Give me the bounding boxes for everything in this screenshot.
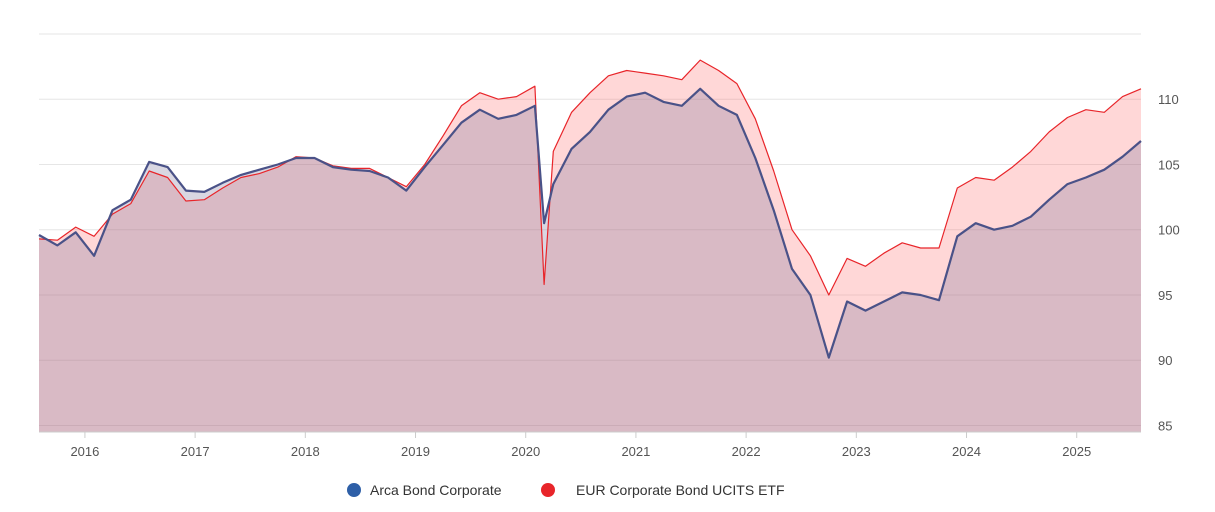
legend-marker-etf	[541, 483, 555, 497]
x-tick-label-2017: 2017	[181, 444, 210, 459]
legend: Arca Bond Corporate EUR Corporate Bond U…	[347, 482, 785, 498]
legend-item-eur-corporate-bond[interactable]: EUR Corporate Bond UCITS ETF	[541, 482, 785, 498]
x-tick-label-2022: 2022	[732, 444, 761, 459]
x-tick-label-2020: 2020	[511, 444, 540, 459]
area-series-0	[39, 88, 1141, 433]
axes: 85 90 95 100 105 110 2016 2017 2018 2019 2020 2021 2…	[39, 92, 1180, 459]
series-areas	[39, 60, 1141, 433]
x-tick-label-2025: 2025	[1062, 444, 1091, 459]
x-tick-label-2021: 2021	[621, 444, 650, 459]
legend-label-etf: EUR Corporate Bond UCITS ETF	[576, 482, 785, 498]
x-tick-label-2016: 2016	[70, 444, 99, 459]
x-tick-label-2019: 2019	[401, 444, 430, 459]
line-series-1[interactable]	[38, 59, 1142, 296]
y-tick-label-85: 85	[1158, 418, 1172, 433]
x-tick-label-2024: 2024	[952, 444, 981, 459]
y-tick-label-100: 100	[1158, 223, 1180, 238]
y-tick-label-90: 90	[1158, 353, 1172, 368]
grid-layer	[39, 33, 1141, 426]
legend-label-arca: Arca Bond Corporate	[370, 482, 502, 498]
legend-item-arca-bond-corporate[interactable]: Arca Bond Corporate	[347, 482, 502, 498]
x-tick-label-2018: 2018	[291, 444, 320, 459]
x-tick-label-2023: 2023	[842, 444, 871, 459]
series-lines	[38, 59, 1142, 359]
legend-marker-arca	[347, 483, 361, 497]
area-series-1	[39, 60, 1141, 432]
y-tick-label-95: 95	[1158, 288, 1172, 303]
y-tick-label-110: 110	[1158, 92, 1179, 107]
y-tick-label-105: 105	[1158, 157, 1180, 172]
line-series-0[interactable]	[38, 87, 1142, 359]
